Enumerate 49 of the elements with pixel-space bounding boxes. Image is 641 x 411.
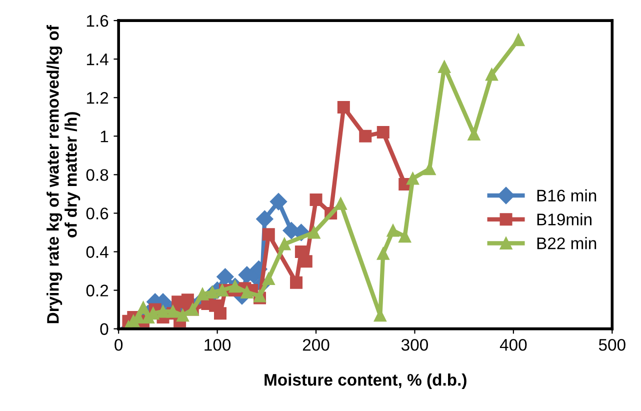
point [206, 286, 219, 298]
y-tick-label: 1.2 [86, 92, 108, 104]
point [512, 34, 525, 46]
point [278, 238, 291, 250]
point [196, 288, 209, 300]
y-tick-label: 0.8 [86, 169, 108, 181]
point [216, 268, 234, 286]
point [240, 286, 254, 298]
point [137, 301, 150, 314]
x-tick-label: 0 [114, 338, 123, 351]
legend-label: B16 min [537, 189, 596, 202]
point [386, 224, 400, 237]
point [337, 100, 350, 114]
point [214, 307, 227, 320]
x-tick-label: 400 [500, 338, 527, 351]
point [308, 226, 320, 239]
legend-label: B22 min [537, 237, 596, 250]
point [270, 193, 288, 210]
x-tick-label: 100 [204, 338, 231, 351]
point [376, 126, 390, 139]
point [256, 210, 274, 228]
legend-label: B19min [537, 213, 592, 226]
point [300, 255, 312, 268]
point [359, 130, 372, 142]
point [376, 247, 390, 260]
x-tick-label: 300 [401, 338, 428, 351]
point [468, 128, 480, 140]
point [156, 305, 170, 318]
point [485, 68, 498, 81]
y-axis-title: Drying rate kg of water removed/kg of of dry matter /h) [46, 25, 80, 324]
point [262, 272, 275, 285]
point [310, 193, 322, 206]
point [406, 172, 420, 185]
point [216, 284, 228, 297]
point [423, 162, 436, 176]
y-tick-label: 0.6 [86, 208, 108, 220]
point [262, 228, 275, 241]
x-tick-label: 500 [598, 338, 626, 351]
y-tick-label: 1 [100, 130, 108, 142]
y-tick-label: 1.6 [86, 14, 108, 27]
y-tick-label: 0 [100, 323, 108, 336]
y-tick-label: 1.4 [86, 54, 108, 66]
point [438, 60, 451, 74]
x-axis-title: Moisture content, % (d.b.) [264, 374, 466, 390]
y-tick-label: 0.2 [86, 284, 108, 296]
point [176, 309, 189, 322]
point [290, 276, 303, 289]
y-tick-label: 0.4 [86, 246, 108, 258]
x-tick-label: 200 [302, 338, 330, 351]
